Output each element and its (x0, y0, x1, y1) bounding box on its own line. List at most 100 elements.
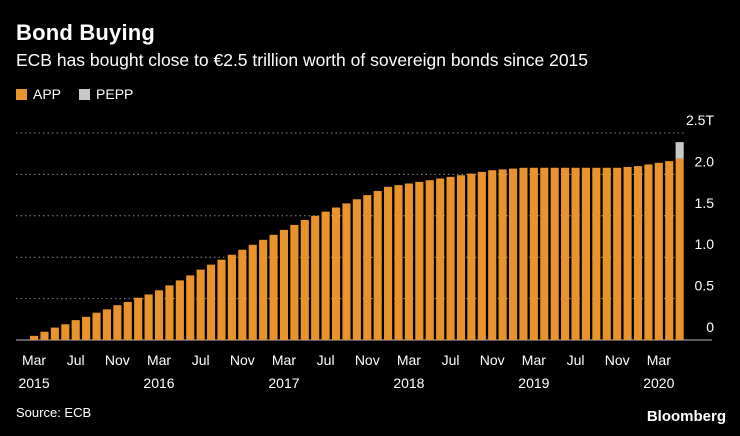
legend-label-pepp: PEPP (96, 86, 134, 102)
x-tick-label-year: 2018 (393, 375, 424, 391)
bar-app-2019-09 (592, 167, 601, 340)
bar-app-2016-12 (248, 244, 257, 340)
x-tick-label-month: Nov (355, 352, 380, 368)
legend: APP PEPP (16, 86, 151, 102)
bar-app-2016-11 (238, 249, 247, 340)
x-tick-label-month: Mar (272, 352, 296, 368)
bar-app-2018-03 (404, 183, 413, 340)
bar-pepp-2020-05 (675, 142, 684, 159)
x-tick-label-year: 2015 (18, 375, 49, 391)
y-tick-label: 0 (706, 319, 714, 335)
bar-app-2017-09 (342, 203, 351, 340)
bar-app-2018-05 (425, 180, 434, 340)
x-tick-label-month: Nov (105, 352, 130, 368)
bar-app-2018-11 (488, 170, 497, 340)
bar-app-2015-12 (123, 301, 132, 340)
x-tick-label-year: 2016 (143, 375, 174, 391)
bar-app-2017-05 (300, 219, 309, 340)
bar-app-2019-02 (519, 167, 528, 340)
bar-app-2016-06 (186, 275, 195, 340)
x-tick-label-month: Mar (22, 352, 46, 368)
bar-app-2015-06 (61, 324, 70, 340)
bar-app-2017-06 (311, 215, 320, 340)
bar-app-2015-07 (71, 320, 80, 340)
bar-app-2019-12 (623, 166, 632, 340)
bar-app-2015-05 (50, 327, 59, 340)
legend-item-pepp: PEPP (79, 86, 133, 102)
bar-app-2018-04 (415, 181, 424, 340)
x-tick-label-year: 2017 (268, 375, 299, 391)
bar-app-2018-08 (456, 175, 466, 340)
bar-app-2019-11 (613, 167, 622, 340)
bar-app-2017-08 (331, 207, 341, 340)
y-tick-label: 2.0 (695, 153, 715, 169)
bar-app-2016-10 (227, 254, 236, 340)
bar-app-2020-04 (665, 161, 674, 340)
bar-app-2016-03 (154, 290, 164, 340)
bar-app-2017-11 (363, 195, 372, 340)
y-tick-label: 0.5 (695, 278, 715, 294)
chart-subtitle: ECB has bought close to €2.5 trillion wo… (16, 50, 589, 70)
bar-app-2020-01 (633, 166, 643, 340)
bar-app-2016-09 (217, 259, 226, 340)
x-tick-label-month: Jul (567, 352, 585, 368)
x-tick-label-month: Jul (442, 352, 460, 368)
bar-app-2015-04 (40, 331, 49, 340)
bar-app-2015-10 (102, 309, 112, 340)
bar-app-2017-01 (259, 239, 268, 340)
x-tick-label-month: Nov (480, 352, 505, 368)
bar-app-2019-04 (540, 167, 549, 340)
x-tick-label-year: 2019 (518, 375, 549, 391)
x-tick-label-month: Mar (397, 352, 421, 368)
bar-app-2017-10 (352, 199, 361, 340)
legend-swatch-pepp (79, 88, 91, 100)
bar-app-2019-03 (529, 167, 538, 340)
bar-app-2016-01 (134, 297, 143, 340)
x-tick-label-month: Mar (147, 352, 171, 368)
bar-app-2017-07 (321, 211, 330, 340)
bar-app-2015-03 (30, 335, 39, 340)
legend-label-app: APP (33, 86, 62, 102)
source-note: Source: ECB (16, 405, 92, 420)
bar-app-2018-01 (384, 186, 393, 340)
bar-app-2019-07 (571, 167, 580, 340)
x-tick-label-month: Nov (605, 352, 630, 368)
x-tick-label-month: Mar (522, 352, 546, 368)
bar-app-2019-05 (550, 167, 559, 340)
bar-app-2016-05 (175, 280, 184, 340)
bar-app-2017-03 (279, 229, 289, 340)
bar-app-2019-08 (581, 167, 590, 340)
bar-app-2018-12 (498, 169, 507, 340)
legend-item-app: APP (16, 86, 61, 102)
bar-app-2019-06 (561, 167, 570, 340)
bar-app-2016-07 (196, 269, 205, 340)
bloomberg-logo: Bloomberg (646, 408, 726, 425)
y-tick-label: 2.5T (686, 112, 714, 128)
bar-app-2015-09 (92, 312, 101, 340)
x-tick-label-year: 2020 (643, 375, 674, 391)
bar-app-2015-11 (113, 305, 122, 340)
bar-app-2019-10 (602, 167, 611, 340)
bar-app-2018-06 (436, 178, 445, 340)
bar-app-2016-08 (207, 264, 216, 340)
bar-app-2018-02 (394, 185, 403, 340)
bar-app-2019-01 (508, 168, 518, 340)
legend-swatch-app (16, 88, 27, 100)
bar-app-2020-05 (675, 158, 684, 340)
y-tick-label: 1.0 (695, 236, 715, 252)
bar-app-2016-04 (165, 285, 174, 340)
bar-app-2020-03 (654, 162, 663, 340)
x-tick-label-month: Mar (647, 352, 671, 368)
bar-app-2020-02 (644, 164, 653, 340)
bar-app-2017-04 (290, 224, 299, 340)
x-tick-label-month: Jul (317, 352, 335, 368)
bar-app-2017-02 (269, 234, 278, 340)
x-tick-label-month: Jul (67, 352, 85, 368)
x-tick-label-month: Jul (192, 352, 210, 368)
x-tick-label-month: Nov (230, 352, 255, 368)
y-tick-label: 1.5 (695, 195, 715, 211)
bar-app-2017-12 (373, 190, 382, 340)
bar-app-2018-07 (446, 176, 455, 340)
chart-title: Bond Buying (16, 20, 156, 45)
